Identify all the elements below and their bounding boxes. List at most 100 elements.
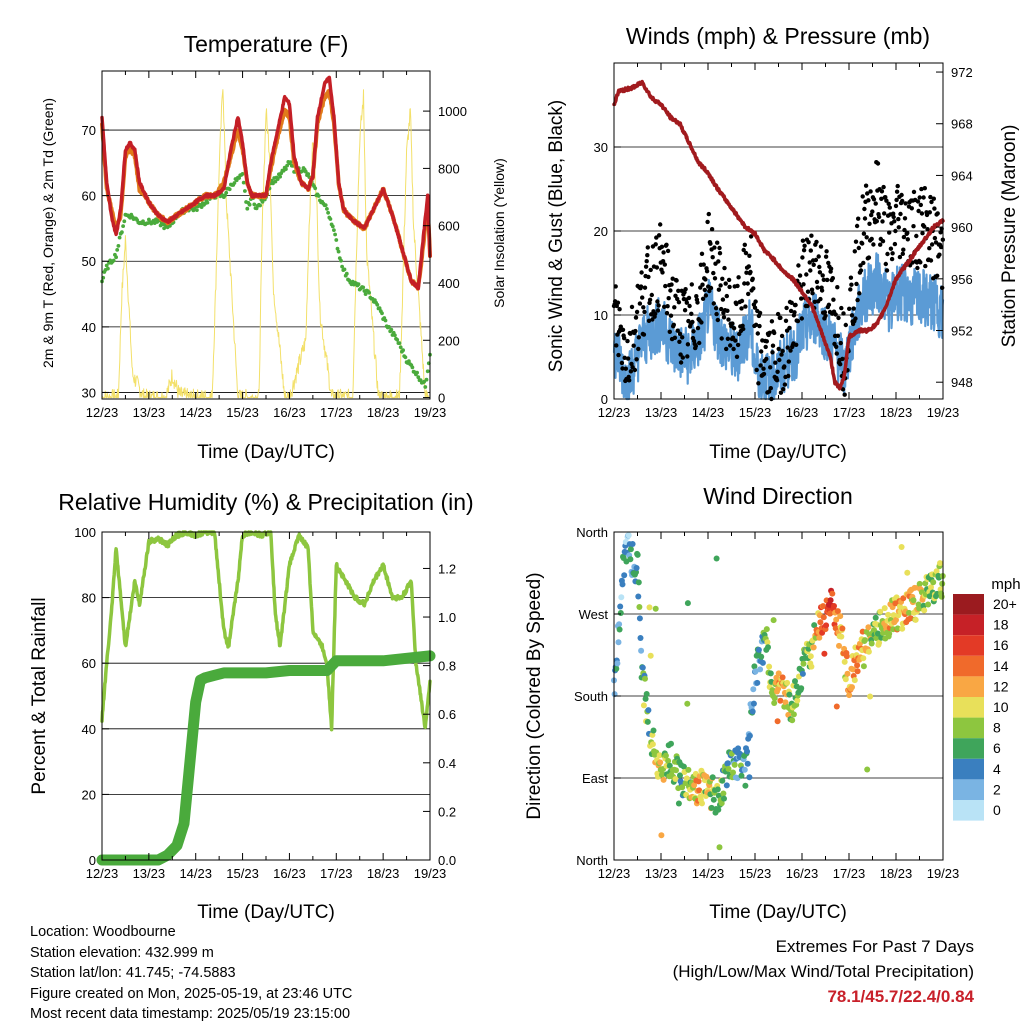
direction-point: [695, 778, 702, 785]
direction-point: [789, 717, 796, 724]
direction-point: [860, 655, 867, 662]
direction-point: [767, 670, 774, 677]
y2-tick-label: 972: [951, 65, 973, 80]
x-tick-label: 18/23: [367, 866, 400, 881]
gust-point: [721, 315, 727, 320]
gust-point: [766, 389, 772, 394]
gust-point: [717, 251, 723, 256]
direction-point: [782, 699, 789, 706]
direction-point: [851, 677, 858, 684]
gust-point: [923, 263, 928, 269]
gust-point: [677, 331, 683, 336]
gust-point: [863, 183, 869, 188]
gust-point: [898, 211, 903, 217]
gust-point: [689, 282, 694, 287]
gust-point: [646, 274, 651, 280]
gust-point: [815, 285, 820, 290]
dewpoint-point: [333, 232, 337, 237]
direction-point: [757, 666, 764, 673]
gust-point: [739, 306, 744, 311]
x-tick-label: 16/23: [786, 405, 819, 420]
info-location: Location: Woodbourne: [30, 924, 176, 940]
gust-point: [869, 236, 874, 242]
winds-title: Winds (mph) & Pressure (mb): [626, 23, 930, 49]
gust-point: [842, 392, 847, 397]
direction-point: [886, 630, 893, 637]
x-tick-label: 14/23: [692, 405, 725, 420]
gust-point: [664, 242, 669, 247]
gust-point: [767, 330, 772, 335]
gust-point: [884, 198, 889, 203]
gust-point: [761, 366, 766, 371]
direction-point: [754, 679, 761, 686]
gust-point: [834, 351, 839, 356]
gust-point: [782, 364, 787, 369]
direction-point: [744, 748, 751, 755]
dewpoint-point: [114, 255, 118, 260]
dewpoint-point: [275, 177, 280, 182]
gust-point: [748, 269, 753, 275]
extremes-subtitle: (High/Low/Max Wind/Total Precipitation): [672, 962, 974, 981]
gust-point: [788, 308, 794, 314]
gust-point: [755, 331, 760, 336]
direction-point: [899, 625, 906, 632]
gust-point: [631, 343, 636, 348]
direction-point: [659, 771, 666, 778]
gust-point: [716, 259, 721, 264]
dewpoint-point: [247, 202, 252, 207]
gust-point: [938, 230, 943, 235]
gust-point: [772, 330, 777, 336]
direction-point: [741, 766, 748, 773]
gust-point: [686, 295, 692, 301]
gust-point: [935, 211, 940, 216]
gust-point: [633, 328, 638, 334]
gust-point: [823, 313, 828, 319]
gust-point: [894, 189, 900, 194]
direction-point: [775, 670, 782, 677]
gust-point: [685, 342, 691, 347]
legend-swatch: [953, 738, 984, 759]
gust-point: [928, 258, 934, 263]
winds-plot: [611, 79, 945, 402]
dewpoint-point: [243, 189, 247, 193]
gust-point: [775, 311, 781, 317]
direction-point: [715, 806, 722, 813]
humidity-y-label: Percent & Total Rainfall: [29, 597, 50, 794]
gust-point: [694, 294, 699, 299]
gust-point: [777, 357, 782, 363]
dewpoint-point: [367, 290, 371, 295]
direction-point: [839, 625, 846, 632]
dewpoint-point: [416, 375, 421, 380]
gust-point: [825, 277, 830, 283]
gust-point: [747, 253, 752, 258]
direction-point: [800, 660, 807, 667]
x-tick-label: 19/23: [927, 866, 960, 881]
y2-tick-label: 964: [951, 168, 973, 183]
gust-point: [622, 355, 627, 360]
direction-point: [656, 752, 663, 759]
dewpoint-point: [285, 163, 289, 168]
direction-point: [708, 804, 715, 811]
direction-point: [779, 674, 786, 681]
direction-point: [865, 624, 872, 631]
gust-point: [835, 285, 840, 290]
direction-point: [877, 608, 884, 615]
gust-point: [840, 356, 845, 362]
gust-point: [774, 378, 780, 383]
humidity-x-ticks: 12/23 13/23 14/23 15/23 16/23 17/23 18/23 19/23: [86, 532, 446, 881]
y-tick-label: 30: [594, 140, 608, 155]
direction-point: [718, 800, 725, 807]
gust-point: [856, 245, 861, 251]
gust-point: [693, 343, 698, 349]
direction-point: [616, 621, 623, 628]
gust-point: [883, 195, 888, 200]
gust-point: [800, 238, 806, 243]
gust-point: [921, 195, 926, 200]
gust-point: [742, 281, 747, 286]
direction-point: [930, 579, 937, 586]
dewpoint-point: [122, 219, 127, 224]
gust-point: [778, 390, 784, 395]
direction-point: [820, 614, 827, 621]
gust-point: [653, 242, 658, 247]
direction-point: [758, 653, 765, 660]
